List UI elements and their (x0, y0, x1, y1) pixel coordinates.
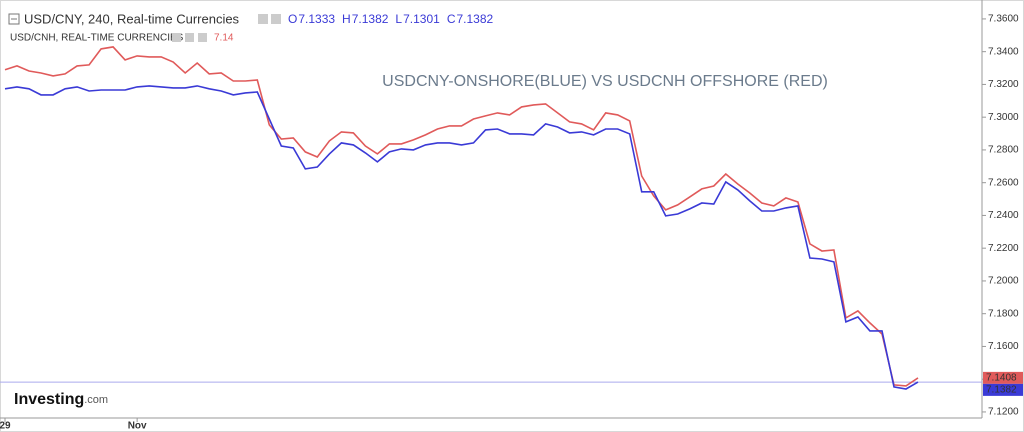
y-tick-label: 7.1200 (988, 407, 1019, 418)
header-buttons (258, 14, 281, 24)
logo-suffix: .com (84, 394, 108, 406)
y-tick-label: 7.2200 (988, 243, 1019, 254)
series-line (4, 85, 919, 390)
eye-button[interactable] (185, 33, 194, 42)
logo: Investing.com (14, 391, 108, 408)
header-buttons (172, 33, 207, 42)
quote: 7.14 (214, 33, 234, 44)
ohlc-value: 7.1382 (352, 12, 389, 26)
price-label: 7.1408 (986, 373, 1017, 384)
y-tick-label: 7.3600 (988, 14, 1019, 25)
x-tick-label: Nov (128, 421, 147, 432)
legend-name: USD/CNH, REAL-TIME CURRENCIES (10, 33, 184, 44)
legend-name: USD/CNY, 240, Real-time Currencies (24, 11, 240, 26)
price-box (983, 371, 1023, 384)
ohlc-value: 7.1382 (456, 12, 493, 26)
settings-button[interactable] (258, 14, 268, 24)
price-label: 7.1382 (986, 385, 1017, 396)
ohlc-value: 7.1301 (403, 12, 440, 26)
y-tick-label: 7.2800 (988, 145, 1019, 156)
collapse-icon[interactable] (8, 13, 20, 25)
y-tick-label: 7.3000 (988, 112, 1019, 123)
ohlc-label: H (342, 12, 351, 26)
y-tick-label: 7.3400 (988, 46, 1019, 57)
y-tick-label: 7.3200 (988, 79, 1019, 90)
x-tick-label: 29 (0, 421, 11, 432)
y-tick-label: 7.1600 (988, 341, 1019, 352)
ohlc-value: 7.1333 (298, 12, 335, 26)
y-tick-label: 7.1800 (988, 308, 1019, 319)
ohlc-label: L (395, 12, 402, 26)
settings-button[interactable] (172, 33, 181, 42)
y-tick-label: 7.2600 (988, 177, 1019, 188)
ohlc-label: O (288, 12, 297, 26)
close-button[interactable] (198, 33, 207, 42)
price-box (983, 383, 1023, 396)
annotation: USDCNY-ONSHORE(BLUE) VS USDCNH OFFSHORE … (382, 73, 828, 90)
y-tick-label: 7.2000 (988, 276, 1019, 287)
ohlc-label: C (447, 12, 456, 26)
y-tick-label: 7.2400 (988, 210, 1019, 221)
series-line (4, 46, 919, 387)
logo-brand: Investing (14, 391, 84, 408)
eye-button[interactable] (271, 14, 281, 24)
ohlc-group: O 7.1333 H 7.1382 L 7.1301 C 7.1382 (288, 12, 494, 26)
